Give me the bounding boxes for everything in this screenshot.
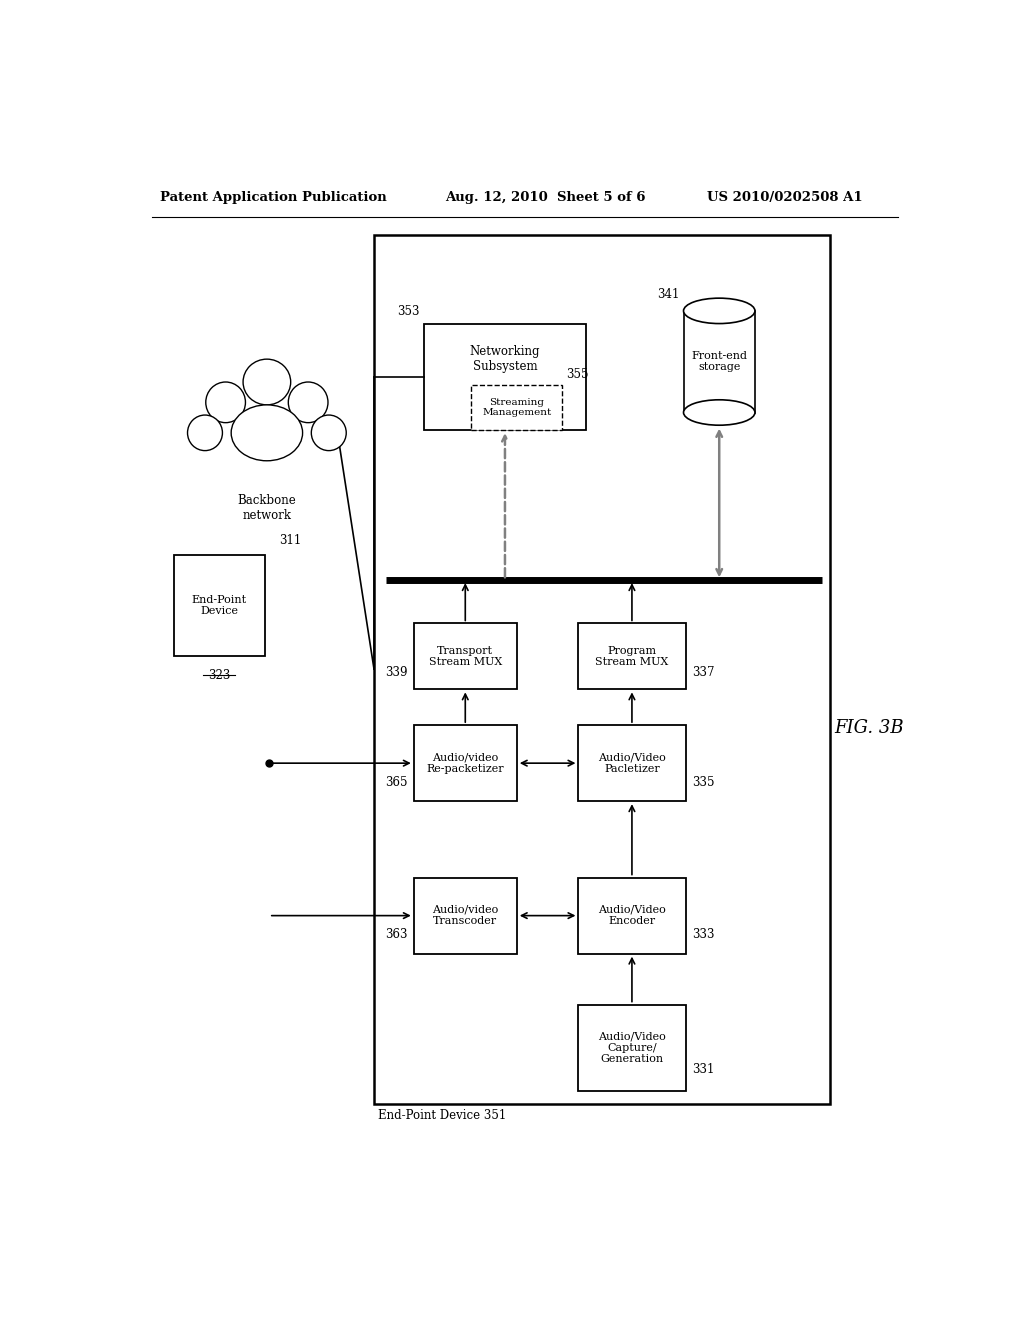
Text: US 2010/0202508 A1: US 2010/0202508 A1 [708, 190, 863, 203]
Ellipse shape [206, 381, 246, 422]
Text: 353: 353 [397, 305, 420, 318]
Ellipse shape [243, 359, 291, 405]
Text: Audio/Video
Encoder: Audio/Video Encoder [598, 904, 666, 927]
Text: End-Point
Device: End-Point Device [191, 595, 247, 616]
Bar [414, 623, 517, 689]
Text: 333: 333 [692, 928, 715, 941]
Ellipse shape [684, 298, 755, 323]
Bar [684, 312, 755, 412]
Text: 311: 311 [279, 535, 301, 548]
Text: 365: 365 [385, 776, 408, 789]
Bar [174, 554, 265, 656]
Text: Patent Application Publication: Patent Application Publication [160, 190, 386, 203]
Text: Program
Stream MUX: Program Stream MUX [595, 645, 669, 667]
Text: Audio/Video
Pacletizer: Audio/Video Pacletizer [598, 752, 666, 774]
Bar [579, 878, 685, 954]
Text: 363: 363 [385, 928, 408, 941]
Ellipse shape [187, 414, 222, 450]
Text: 337: 337 [692, 667, 715, 680]
Bar [579, 1005, 685, 1090]
Text: End-Point Device 351: End-Point Device 351 [378, 1109, 506, 1122]
Text: Transport
Stream MUX: Transport Stream MUX [429, 645, 502, 667]
Bar [414, 878, 517, 954]
Text: Front-end
storage: Front-end storage [691, 351, 748, 372]
Text: 331: 331 [692, 1063, 714, 1076]
Text: Audio/Video
Capture/
Generation: Audio/Video Capture/ Generation [598, 1031, 666, 1064]
Text: Aug. 12, 2010  Sheet 5 of 6: Aug. 12, 2010 Sheet 5 of 6 [445, 190, 646, 203]
Bar [579, 623, 685, 689]
Text: Audio/video
Re-packetizer: Audio/video Re-packetizer [426, 752, 504, 774]
Ellipse shape [289, 381, 328, 422]
Bar [414, 725, 517, 801]
Bar [374, 235, 830, 1104]
Ellipse shape [231, 405, 303, 461]
Bar [579, 725, 685, 801]
Text: Audio/video
Transcoder: Audio/video Transcoder [432, 904, 499, 927]
Ellipse shape [311, 414, 346, 450]
Text: 341: 341 [657, 288, 680, 301]
Text: FIG. 3B: FIG. 3B [835, 718, 904, 737]
Ellipse shape [684, 400, 755, 425]
Text: 355: 355 [566, 368, 589, 381]
Text: 335: 335 [692, 776, 715, 789]
Text: Streaming
Management: Streaming Management [482, 397, 552, 417]
Text: 323: 323 [208, 669, 230, 681]
Text: 339: 339 [385, 667, 408, 680]
Bar [471, 384, 562, 430]
Text: Backbone
network: Backbone network [238, 494, 296, 521]
Text: Networking
Subsystem: Networking Subsystem [470, 345, 541, 372]
Bar [424, 323, 587, 430]
